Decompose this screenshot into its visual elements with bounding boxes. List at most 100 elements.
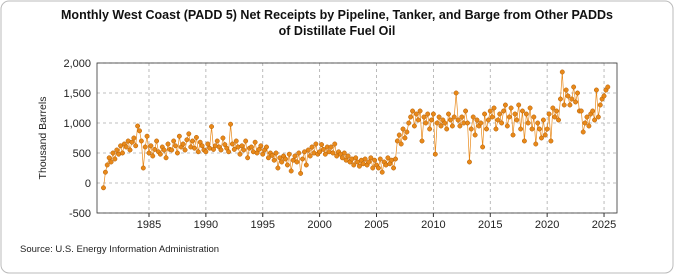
data-point [372, 157, 378, 163]
data-point [448, 117, 453, 123]
data-point [184, 137, 190, 143]
data-point [396, 132, 402, 138]
data-point [499, 120, 505, 126]
data-point [355, 159, 360, 165]
data-point [241, 147, 247, 153]
data-point [370, 165, 376, 171]
data-point [442, 120, 448, 126]
data-point [154, 138, 160, 144]
data-point [417, 108, 423, 114]
data-point [485, 117, 491, 123]
data-point [457, 123, 463, 129]
data-point [248, 144, 254, 150]
data-point [525, 120, 531, 126]
x-tick-label: 1995 [251, 219, 275, 231]
data-point [516, 102, 522, 108]
data-point [243, 138, 249, 144]
data-point [226, 149, 232, 155]
data-point [491, 105, 497, 111]
data-point [152, 146, 158, 152]
data-point [582, 120, 588, 126]
data-point [252, 139, 258, 145]
data-point [140, 165, 146, 171]
data-point [569, 96, 575, 102]
data-point [313, 141, 319, 147]
data-point [533, 141, 539, 147]
data-point [544, 126, 550, 132]
data-point [419, 138, 425, 144]
data-point [123, 144, 129, 150]
data-point [430, 111, 436, 117]
data-point [540, 117, 546, 123]
data-point [510, 132, 516, 138]
data-point [502, 102, 508, 108]
data-point [438, 123, 444, 129]
data-point [425, 111, 431, 117]
data-point [320, 146, 326, 152]
data-point [379, 169, 385, 175]
chart-title: Monthly West Coast (PADD 5) Net Receipts… [61, 8, 613, 22]
source-note: Source: U.S. Energy Information Administ… [20, 244, 219, 255]
data-point [468, 126, 474, 132]
data-point [102, 169, 108, 175]
chart-subtitle: of Distillate Fuel Oil [279, 24, 396, 38]
y-tick-label: 1,000 [63, 118, 91, 130]
data-point [523, 111, 529, 117]
data-point [135, 123, 141, 129]
data-point [480, 144, 486, 150]
data-point [561, 102, 567, 108]
data-point [173, 143, 178, 149]
data-point [114, 147, 120, 153]
data-point [296, 150, 302, 156]
data-point [319, 142, 325, 148]
data-point [427, 126, 433, 132]
data-point [169, 147, 175, 153]
data-point [144, 133, 150, 139]
data-point [375, 165, 381, 171]
data-point [284, 162, 290, 168]
data-point [595, 114, 601, 120]
data-point [495, 117, 501, 123]
data-point [578, 108, 584, 114]
data-point [307, 153, 313, 159]
data-point [273, 150, 279, 156]
data-point [580, 129, 586, 135]
data-point [345, 153, 351, 159]
y-tick-label: -500 [69, 208, 91, 220]
data-point [199, 143, 205, 149]
x-tick-label: 1990 [194, 219, 218, 231]
data-point [584, 114, 590, 120]
data-point [303, 162, 309, 168]
data-point [317, 149, 323, 155]
data-point [529, 126, 535, 132]
data-point [601, 93, 607, 99]
data-point [203, 149, 209, 155]
data-point [421, 114, 427, 120]
data-point [237, 151, 243, 157]
data-point [343, 157, 349, 163]
data-point [131, 135, 137, 141]
data-point [410, 108, 416, 114]
data-point [171, 138, 177, 144]
data-point [449, 123, 455, 129]
data-point [586, 123, 592, 129]
data-point [521, 138, 527, 144]
data-point [493, 126, 499, 132]
data-point [550, 105, 556, 111]
data-point [161, 147, 167, 153]
data-point [137, 128, 142, 134]
data-point [597, 102, 603, 108]
y-axis-label: Thousand Barrels [37, 97, 49, 180]
data-point [190, 138, 196, 144]
data-point [411, 123, 417, 129]
data-point [592, 117, 598, 123]
data-point [265, 155, 271, 161]
data-point [108, 159, 114, 165]
data-point [269, 152, 275, 158]
x-tick-label: 2000 [307, 219, 331, 231]
data-point [305, 147, 311, 153]
data-point [366, 159, 372, 165]
data-point [322, 151, 328, 157]
data-point [559, 69, 565, 75]
